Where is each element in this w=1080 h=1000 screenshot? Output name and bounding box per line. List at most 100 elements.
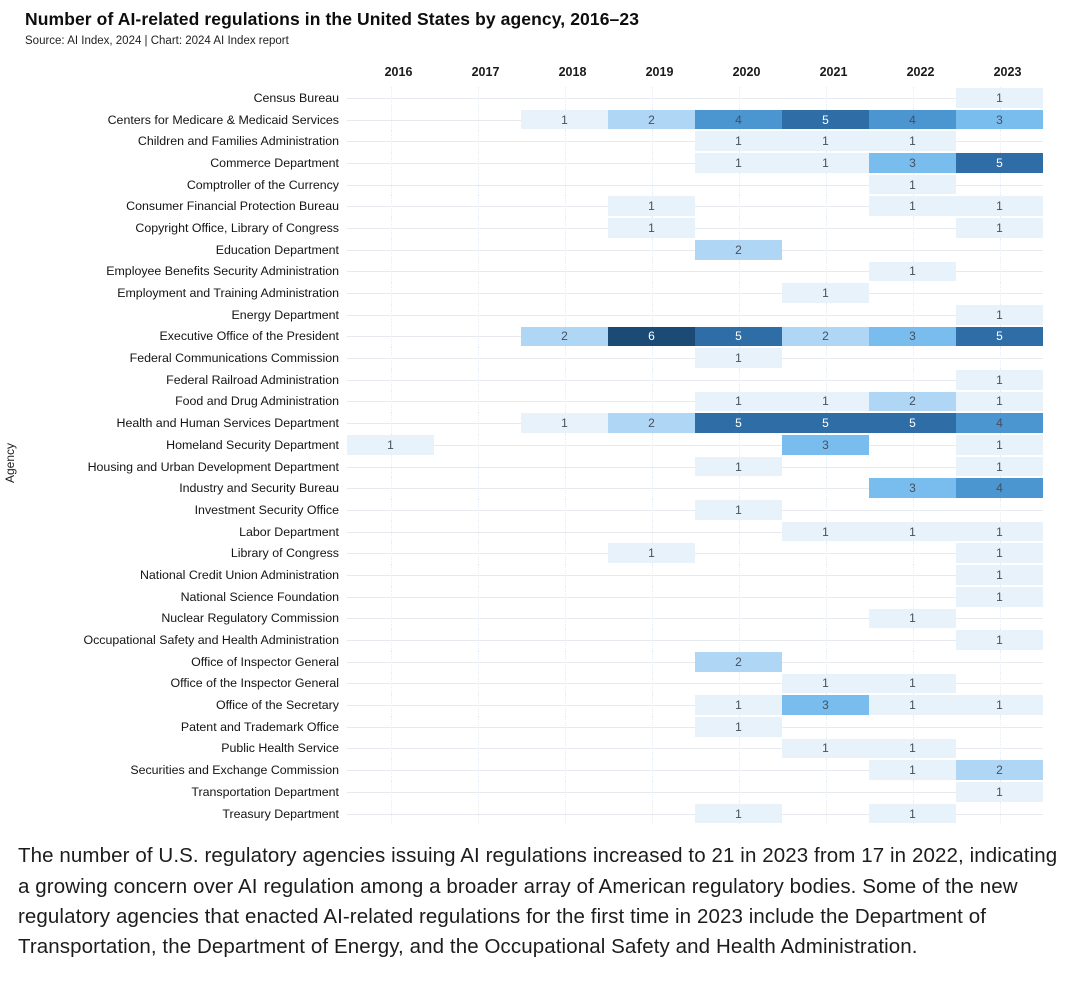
agency-label: Census Bureau [253,90,339,105]
heatmap-row: Library of Congress 1 1 [0,542,1080,564]
agency-label: Labor Department [239,524,339,539]
caption-text: The number of U.S. regulatory agencies i… [18,844,1058,958]
heatmap-cell-slot [521,195,608,217]
year-tick-label: 2018 [558,65,587,79]
heatmap-cell-slot [434,130,521,152]
heatmap-cell-slot [521,650,608,673]
heatmap-cell-slot [608,434,695,456]
heatmap-cell: 1 [869,803,956,824]
heatmap-cell-slot [434,650,521,673]
heatmap-row: Energy Department 1 [0,303,1080,326]
heatmap-cell-slot [956,130,1043,152]
heatmap-row: National Science Foundation 1 [0,585,1080,608]
heatmap-cell-slot [782,585,869,608]
heatmap-cell: 1 [521,109,608,130]
heatmap-cell: 1 [869,131,956,152]
heatmap-cell-slot [347,499,434,521]
heatmap-cell-slot: 5 [695,325,782,348]
heatmap-cell-slot: 1 [695,715,782,738]
heatmap-cell-slot [608,802,695,825]
heatmap-cell-slot [434,715,521,738]
heatmap-cell: 3 [782,435,869,455]
heatmap-cell-slot [347,715,434,738]
agency-label: Health and Human Services Department [116,416,339,431]
heatmap-cell-slot: 1 [869,759,956,781]
heatmap-cell-slot: 1 [869,173,956,196]
heatmap-row-cells: 1 [347,629,1043,651]
heatmap-cell-slot [347,694,434,716]
heatmap-cell-slot [695,217,782,239]
heatmap-cell-slot: 1 [608,195,695,217]
heatmap-cell-slot: 1 [956,434,1043,456]
heatmap-cell-slot: 1 [695,499,782,521]
heatmap-cell-slot [347,130,434,152]
heatmap-cell: 1 [869,673,956,694]
agency-label: Office of the Secretary [215,698,339,713]
heatmap-row: Comptroller of the Currency 1 [0,173,1080,196]
heatmap-cell: 5 [782,109,869,130]
heatmap-cell: 1 [869,608,956,629]
heatmap-cell-slot: 3 [869,477,956,499]
heatmap-cell-slot: 2 [608,108,695,131]
heatmap-cell-slot: 1 [956,781,1043,803]
heatmap-cell-slot [782,759,869,781]
agency-label: Education Department [215,242,339,257]
heatmap-cell-slot [956,607,1043,630]
agency-label: Homeland Security Department [166,437,339,452]
heatmap-row-cells: 1 [347,585,1043,608]
heatmap-cell-slot: 4 [956,477,1043,499]
agency-label: Office of Inspector General [191,654,339,669]
heatmap-cell: 1 [782,153,869,173]
heatmap-cell-slot: 1 [956,520,1043,543]
year-tick-label: 2016 [384,65,413,79]
heatmap-cell-slot [608,87,695,109]
heatmap-cell-slot [608,715,695,738]
heatmap-cell-slot [869,217,956,239]
heatmap-cell-slot [347,520,434,543]
heatmap-cell-slot [608,282,695,304]
heatmap-cell-slot: 1 [869,737,956,760]
heatmap-cell: 1 [695,391,782,412]
heatmap-row-cells: 1 [347,368,1043,391]
heatmap-cell-slot [869,303,956,326]
heatmap-cell-slot [347,737,434,760]
heatmap-cell-slot [521,607,608,630]
heatmap-row-cells: 2 [347,650,1043,673]
heatmap-cell-slot [782,629,869,651]
heatmap-cell: 1 [782,738,869,759]
heatmap-cell-slot [782,781,869,803]
heatmap-cell-slot: 1 [782,130,869,152]
heatmap-row: Securities and Exchange Commission 1 2 [0,759,1080,781]
heatmap-cell-slot [956,672,1043,695]
heatmap-cell-slot [521,564,608,586]
heatmap-cell-slot [608,629,695,651]
heatmap-cell-slot [608,477,695,499]
heatmap-cell-slot [434,390,521,413]
heatmap-cell-slot [521,217,608,239]
heatmap-cell: 2 [695,651,782,672]
year-tick-label: 2020 [732,65,761,79]
heatmap-cell-slot [521,390,608,413]
heatmap-cell-slot [869,368,956,391]
heatmap-cell-slot: 1 [956,629,1043,651]
heatmap-row: Nuclear Regulatory Commission 1 [0,607,1080,630]
heatmap-cell: 1 [695,695,782,715]
heatmap-row-cells: 1 [347,173,1043,196]
heatmap-row-cells: 2 [347,238,1043,261]
heatmap-row: Commerce Department 1 1 3 5 [0,152,1080,174]
heatmap-cell-slot [347,629,434,651]
heatmap-cell: 1 [782,673,869,694]
heatmap-cell-slot [782,564,869,586]
heatmap-cell: 1 [956,456,1043,477]
heatmap-cell-slot [956,737,1043,760]
heatmap-cell: 2 [608,413,695,433]
agency-label: Housing and Urban Development Department [87,459,339,474]
heatmap-row-cells: 1 [347,282,1043,304]
y-axis-title: Agency [3,442,17,483]
heatmap-cell-slot [347,325,434,348]
heatmap-cell: 1 [869,760,956,780]
heatmap-cell-slot [782,260,869,283]
